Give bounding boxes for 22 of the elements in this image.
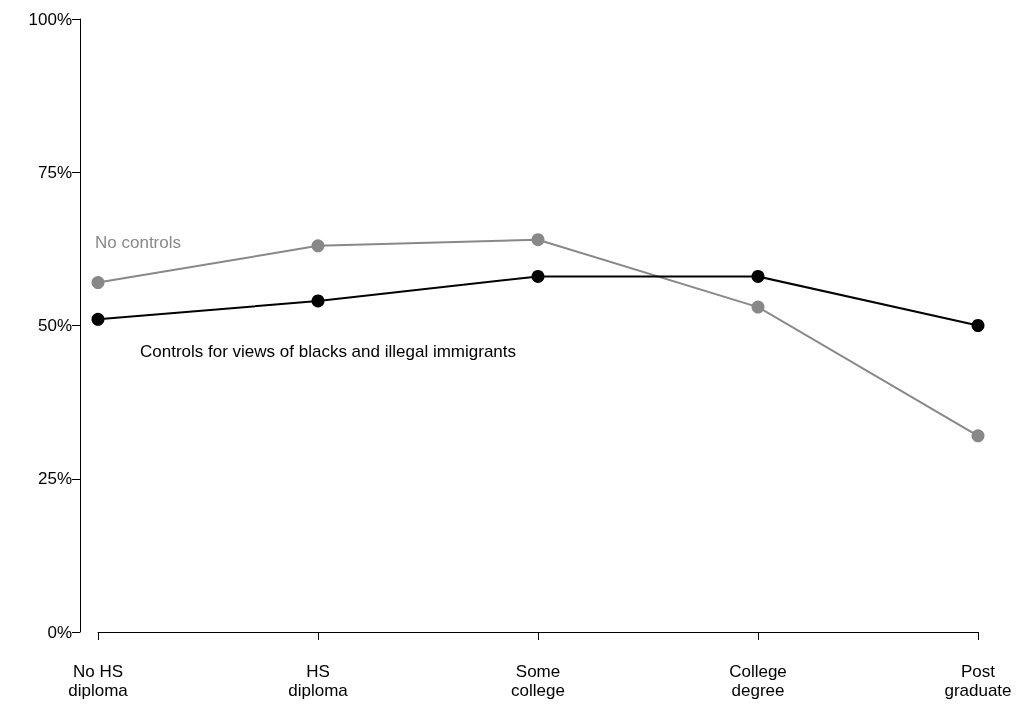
x-tick-label: No HS diploma [68, 662, 129, 700]
y-tick-label: 100% [28, 9, 72, 29]
point [91, 276, 105, 290]
point [971, 429, 985, 443]
y-tick-label: 50% [37, 316, 72, 335]
y-tick-label: 0% [47, 622, 72, 642]
x-tick-label: Post graduate [944, 662, 1012, 700]
x-tick-label: College degree [729, 662, 787, 700]
point [751, 269, 765, 283]
point [751, 300, 765, 314]
series-label: Controls for views of blacks and illegal immigrants [139, 341, 517, 361]
point [91, 312, 105, 326]
y-tick-label: 25% [37, 469, 72, 489]
point [311, 239, 325, 253]
point [531, 269, 545, 283]
x-tick-label: Some college [511, 662, 565, 700]
point [531, 233, 545, 247]
point [311, 294, 325, 308]
point [971, 319, 985, 332]
x-tick-label: HS diploma [288, 662, 349, 700]
y-tick-label: 75% [37, 162, 72, 182]
series-label: No controls [95, 233, 181, 253]
